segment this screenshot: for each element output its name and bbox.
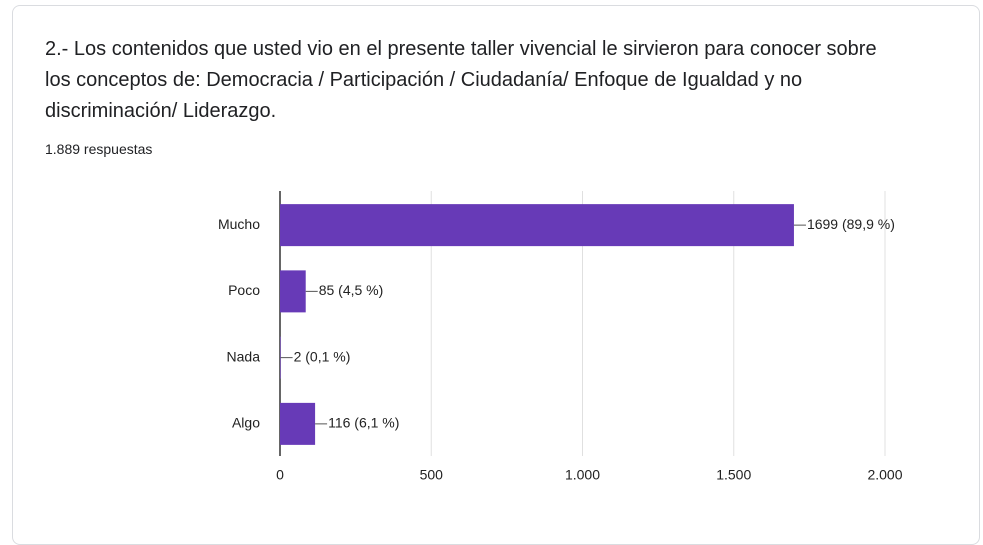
y-tick-label: Mucho xyxy=(218,216,260,232)
x-tick-label: 2.000 xyxy=(867,467,902,483)
data-label: 85 (4,5 %) xyxy=(319,282,384,298)
y-tick-label: Poco xyxy=(228,282,260,298)
y-tick-label: Algo xyxy=(232,415,260,431)
chart-subtitle: 1.889 respuestas xyxy=(45,141,153,157)
x-tick-label: 0 xyxy=(276,467,284,483)
data-label: 1699 (89,9 %) xyxy=(807,216,895,232)
data-label: 116 (6,1 %) xyxy=(328,415,399,431)
x-tick-label: 1.000 xyxy=(565,467,600,483)
chart: 0 500 1.000 1.500 2.000 Mucho 1699 (89,9 %) Poc… xyxy=(218,191,903,483)
chart-title: 2.- Los contenidos que usted vio en el p… xyxy=(45,38,877,122)
x-tick-label: 1.500 xyxy=(716,467,751,483)
data-label: 2 (0,1 %) xyxy=(294,348,351,364)
bar xyxy=(280,270,306,313)
bar xyxy=(280,402,316,445)
x-tick-label: 500 xyxy=(420,467,444,483)
page: {"chart_data": {"type": "bar", "orientat… xyxy=(12,5,980,545)
bar xyxy=(280,204,794,247)
bar xyxy=(280,336,281,379)
y-tick-label: Nada xyxy=(227,348,261,364)
